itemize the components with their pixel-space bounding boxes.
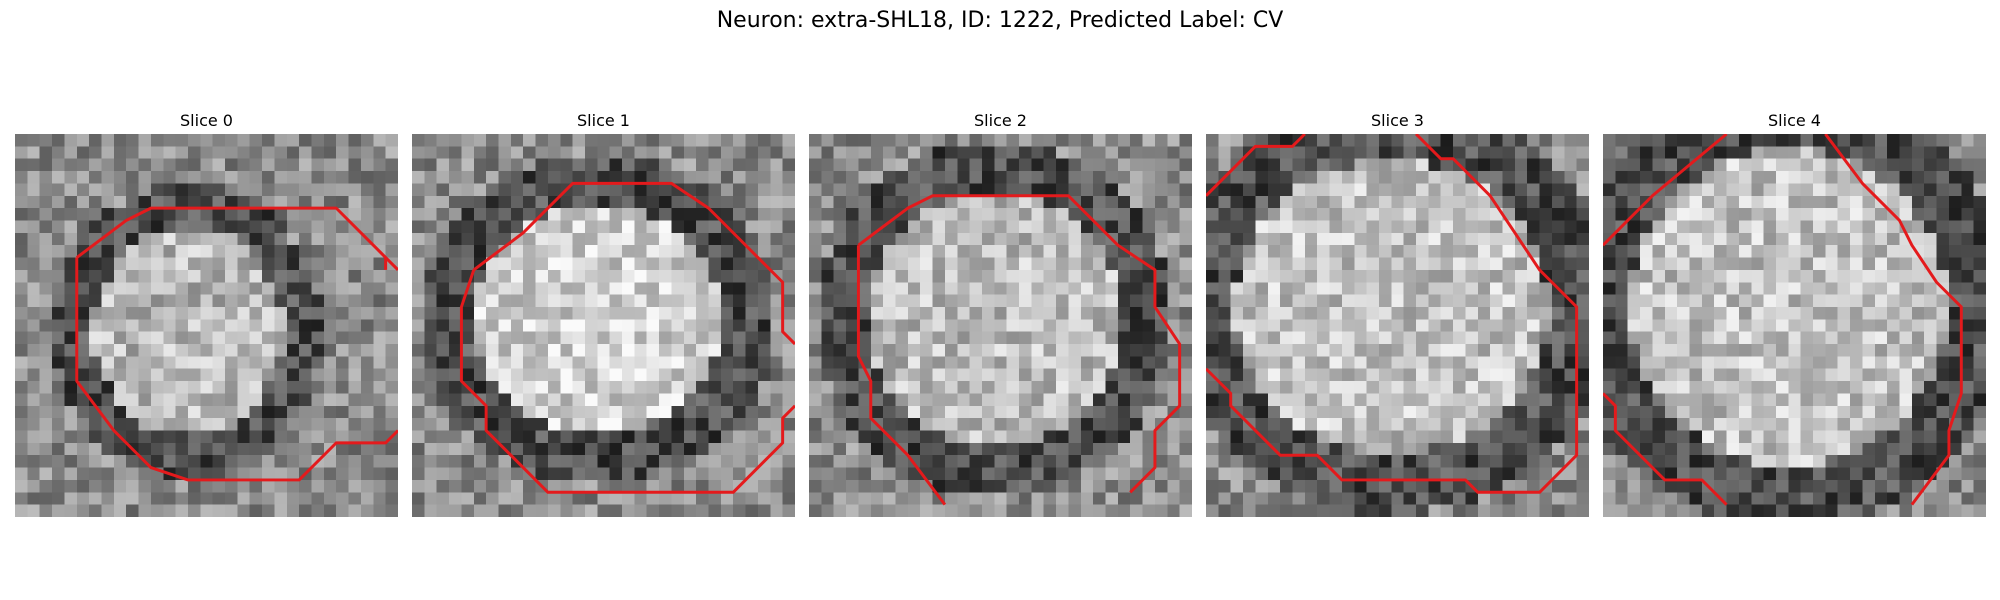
contour-line	[1603, 392, 1728, 506]
slice-title-2: Slice 2	[974, 111, 1027, 130]
slice-title-1: Slice 1	[577, 111, 630, 130]
slice-panel-4: Slice 4	[1603, 110, 1986, 517]
contour-line	[1206, 134, 1579, 494]
slice-title-4: Slice 4	[1768, 111, 1821, 130]
contour-line	[857, 194, 1182, 494]
figure-title: Neuron: extra-SHL18, ID: 1222, Predicted…	[716, 8, 1284, 33]
slice-panel-2: Slice 2	[809, 110, 1192, 517]
contour-line	[1206, 134, 1306, 197]
contour-line	[459, 269, 795, 494]
slice-title-0: Slice 0	[180, 111, 233, 130]
slice-image-0	[15, 134, 398, 517]
contour-line	[472, 181, 795, 346]
slice-panel-3: Slice 3	[1206, 110, 1589, 517]
contour-line	[75, 257, 398, 482]
slice-image-4	[1603, 134, 1986, 517]
contour-line	[856, 245, 947, 506]
slice-image-2	[809, 134, 1192, 517]
slice-panel-0: Slice 0	[15, 110, 398, 517]
slice-image-3	[1206, 134, 1589, 517]
contour-line	[1824, 134, 1963, 506]
slice-panel-1: Slice 1	[412, 110, 795, 517]
contour-line	[384, 256, 398, 271]
contour-line	[1603, 134, 1728, 247]
slice-image-1	[412, 134, 795, 517]
slice-title-3: Slice 3	[1371, 111, 1424, 130]
